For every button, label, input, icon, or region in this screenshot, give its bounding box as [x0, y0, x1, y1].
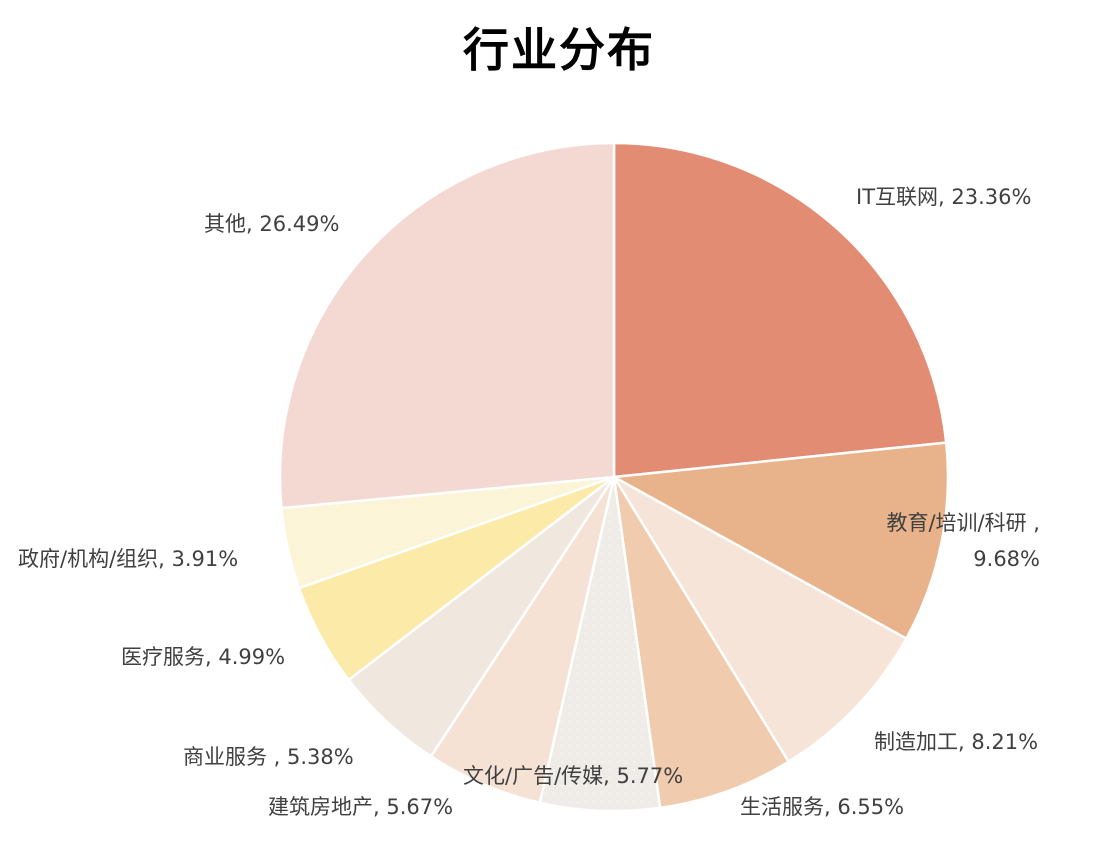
label-government: 政府/机构/组织, 3.91% [18, 547, 239, 571]
label-culture-media: 文化/广告/传媒, 5.77% [463, 764, 684, 788]
label-other: 其他, 26.49% [204, 212, 340, 236]
label-medical: 医疗服务, 4.99% [121, 645, 286, 669]
chart-title: 行业分布 [463, 23, 655, 77]
pie-slice-pattern [281, 477, 614, 589]
label-education-value: 9.68% [973, 547, 1040, 571]
label-education: 教育/培训/科研 , 9.68% [858, 510, 1040, 572]
pie-slice [612, 475, 908, 763]
label-manufacturing: 制造加工, 8.21% [874, 730, 1039, 754]
pie-slice [278, 141, 616, 510]
label-construction: 建筑房地产, 5.67% [268, 795, 454, 819]
pie-slice [612, 475, 790, 810]
label-it-internet: IT互联网, 23.36% [856, 185, 1032, 209]
label-education-name: 教育/培训/科研 , [886, 511, 1040, 535]
label-business-services: 商业服务 , 5.38% [183, 745, 354, 769]
pie-slice [612, 441, 950, 640]
label-life-services: 生活服务, 6.55% [740, 795, 905, 819]
pie-slice [612, 141, 948, 479]
pie-slice-pattern [539, 477, 661, 812]
